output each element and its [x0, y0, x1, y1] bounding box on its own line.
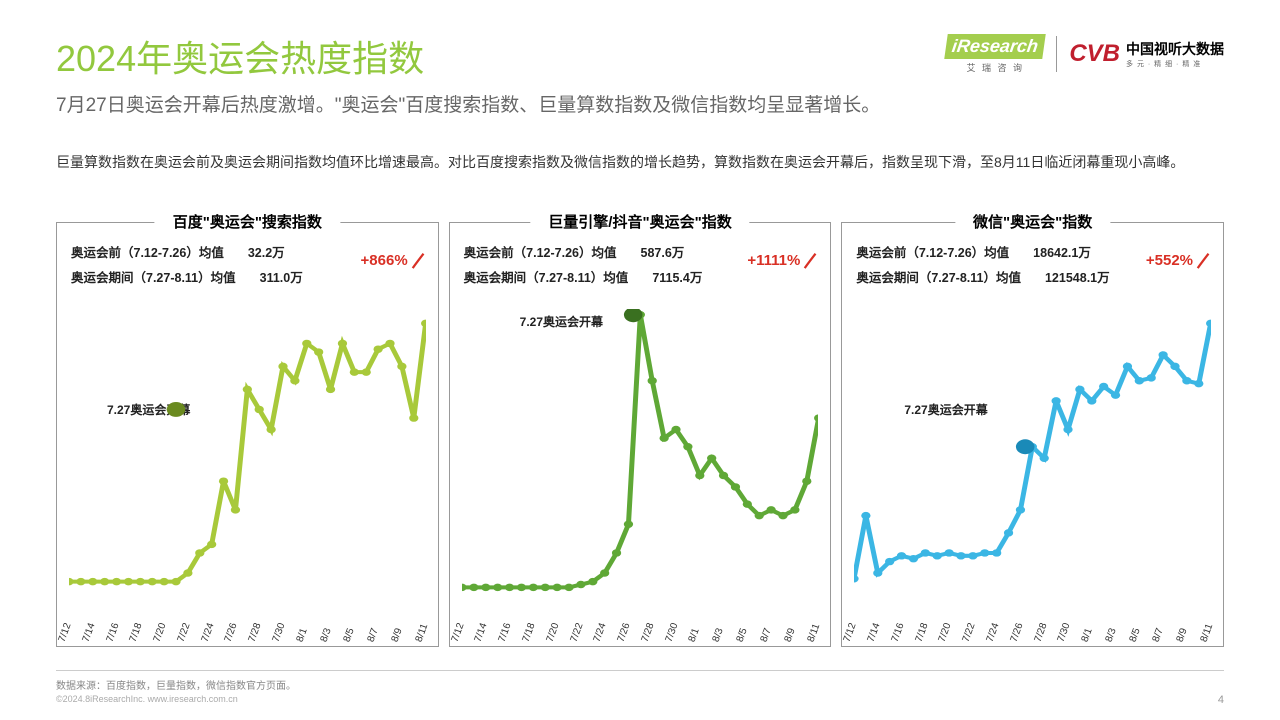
- x-tick: 7/16: [497, 622, 514, 644]
- x-tick: 7/12: [57, 622, 74, 644]
- x-tick: 8/5: [1127, 627, 1142, 644]
- cvb-text: CVB: [1069, 40, 1120, 68]
- x-tick: 8/9: [1175, 627, 1190, 644]
- paragraph: 巨量算数指数在奥运会前及奥运会期间指数均值环比增速最高。对比百度搜索指数及微信指…: [56, 150, 1224, 175]
- chart-title: 微信"奥运会"指数: [955, 211, 1110, 232]
- growth-pct: +1111%: [747, 249, 820, 271]
- x-tick: 8/7: [758, 627, 773, 644]
- x-tick: 7/22: [176, 622, 193, 644]
- x-tick: 8/3: [1104, 627, 1119, 644]
- chart-title: 百度"奥运会"搜索指数: [155, 211, 340, 232]
- chart-panel: 微信"奥运会"指数奥运会前（7.12-7.26）均值18642.1万 奥运会期间…: [841, 222, 1224, 647]
- source-text: 数据来源：百度指数，巨量指数，微信指数官方页面。: [56, 677, 1224, 692]
- x-tick: 7/12: [842, 622, 859, 644]
- x-tick: 7/26: [223, 622, 240, 644]
- growth-pct: +866%: [361, 249, 428, 271]
- chart-plot: [854, 309, 1211, 596]
- x-tick: 8/5: [735, 627, 750, 644]
- x-tick: 7/22: [568, 622, 585, 644]
- x-tick: 7/14: [866, 622, 883, 644]
- x-tick: 7/14: [80, 622, 97, 644]
- x-tick: 7/24: [592, 622, 609, 644]
- x-tick: 7/24: [199, 622, 216, 644]
- x-tick: 8/11: [413, 622, 430, 643]
- x-tick: 7/20: [544, 622, 561, 644]
- x-tick: 7/16: [890, 622, 907, 644]
- x-tick: 7/26: [1008, 622, 1025, 644]
- subtitle: 7月27日奥运会开幕后热度激增。"奥运会"百度搜索指数、巨量算数指数及微信指数均…: [56, 90, 880, 117]
- page-title: 2024年奥运会热度指数: [56, 30, 424, 82]
- logo-divider: [1056, 36, 1057, 72]
- arrow-up-icon: [410, 249, 428, 271]
- arrow-up-icon: [802, 249, 820, 271]
- x-tick: 8/9: [390, 627, 405, 644]
- x-tick: 8/9: [782, 627, 797, 644]
- x-tick: 8/11: [806, 622, 823, 643]
- iresearch-logo: iResearch 艾 瑞 咨 询: [946, 34, 1044, 74]
- iresearch-sub: 艾 瑞 咨 询: [967, 61, 1025, 74]
- chart-title: 巨量引擎/抖音"奥运会"指数: [530, 211, 749, 232]
- cvb-main: 中国视听大数据: [1126, 39, 1224, 59]
- x-tick: 8/11: [1199, 622, 1216, 643]
- chart-plot: [462, 309, 819, 596]
- x-tick: 7/18: [521, 622, 538, 644]
- x-tick: 8/3: [318, 627, 333, 644]
- x-tick: 7/30: [271, 622, 288, 644]
- cvb-logo: CVB 中国视听大数据 多 元 · 精 细 · 精 准: [1069, 39, 1224, 69]
- x-tick: 7/12: [449, 622, 466, 644]
- charts-row: 百度"奥运会"搜索指数奥运会前（7.12-7.26）均值32.2万 奥运会期间（…: [56, 222, 1224, 647]
- footer: 数据来源：百度指数，巨量指数，微信指数官方页面。 ©2024.8iResearc…: [56, 670, 1224, 704]
- x-tick: 7/26: [616, 622, 633, 644]
- x-axis: 7/127/147/167/187/207/227/247/267/287/30…: [854, 598, 1211, 638]
- cvb-sub: 多 元 · 精 细 · 精 准: [1126, 59, 1224, 69]
- x-tick: 8/7: [366, 627, 381, 644]
- x-tick: 7/28: [247, 622, 264, 644]
- x-tick: 8/3: [711, 627, 726, 644]
- x-axis: 7/127/147/167/187/207/227/247/267/287/30…: [462, 598, 819, 638]
- x-tick: 7/24: [985, 622, 1002, 644]
- x-tick: 8/1: [1080, 627, 1095, 644]
- x-tick: 8/1: [294, 627, 309, 644]
- chart-plot: [69, 309, 426, 596]
- copyright-text: ©2024.8iResearchInc. www.iresearch.com.c…: [56, 694, 1224, 704]
- x-tick: 7/28: [640, 622, 657, 644]
- x-tick: 7/22: [961, 622, 978, 644]
- x-tick: 7/20: [937, 622, 954, 644]
- arrow-up-icon: [1195, 249, 1213, 271]
- iresearch-box: iResearch: [945, 34, 1047, 59]
- x-tick: 7/20: [152, 622, 169, 644]
- chart-panel: 巨量引擎/抖音"奥运会"指数奥运会前（7.12-7.26）均值587.6万 奥运…: [449, 222, 832, 647]
- logo-area: iResearch 艾 瑞 咨 询 CVB 中国视听大数据 多 元 · 精 细 …: [946, 32, 1224, 76]
- x-tick: 8/5: [342, 627, 357, 644]
- x-tick: 7/14: [473, 622, 490, 644]
- x-tick: 8/1: [687, 627, 702, 644]
- page-number: 4: [1218, 694, 1224, 706]
- x-tick: 7/18: [128, 622, 145, 644]
- x-tick: 7/30: [663, 622, 680, 644]
- x-tick: 7/30: [1056, 622, 1073, 644]
- chart-panel: 百度"奥运会"搜索指数奥运会前（7.12-7.26）均值32.2万 奥运会期间（…: [56, 222, 439, 647]
- growth-pct: +552%: [1146, 249, 1213, 271]
- x-tick: 7/28: [1032, 622, 1049, 644]
- x-tick: 7/18: [913, 622, 930, 644]
- x-tick: 7/16: [104, 622, 121, 644]
- x-tick: 8/7: [1151, 627, 1166, 644]
- x-axis: 7/127/147/167/187/207/227/247/267/287/30…: [69, 598, 426, 638]
